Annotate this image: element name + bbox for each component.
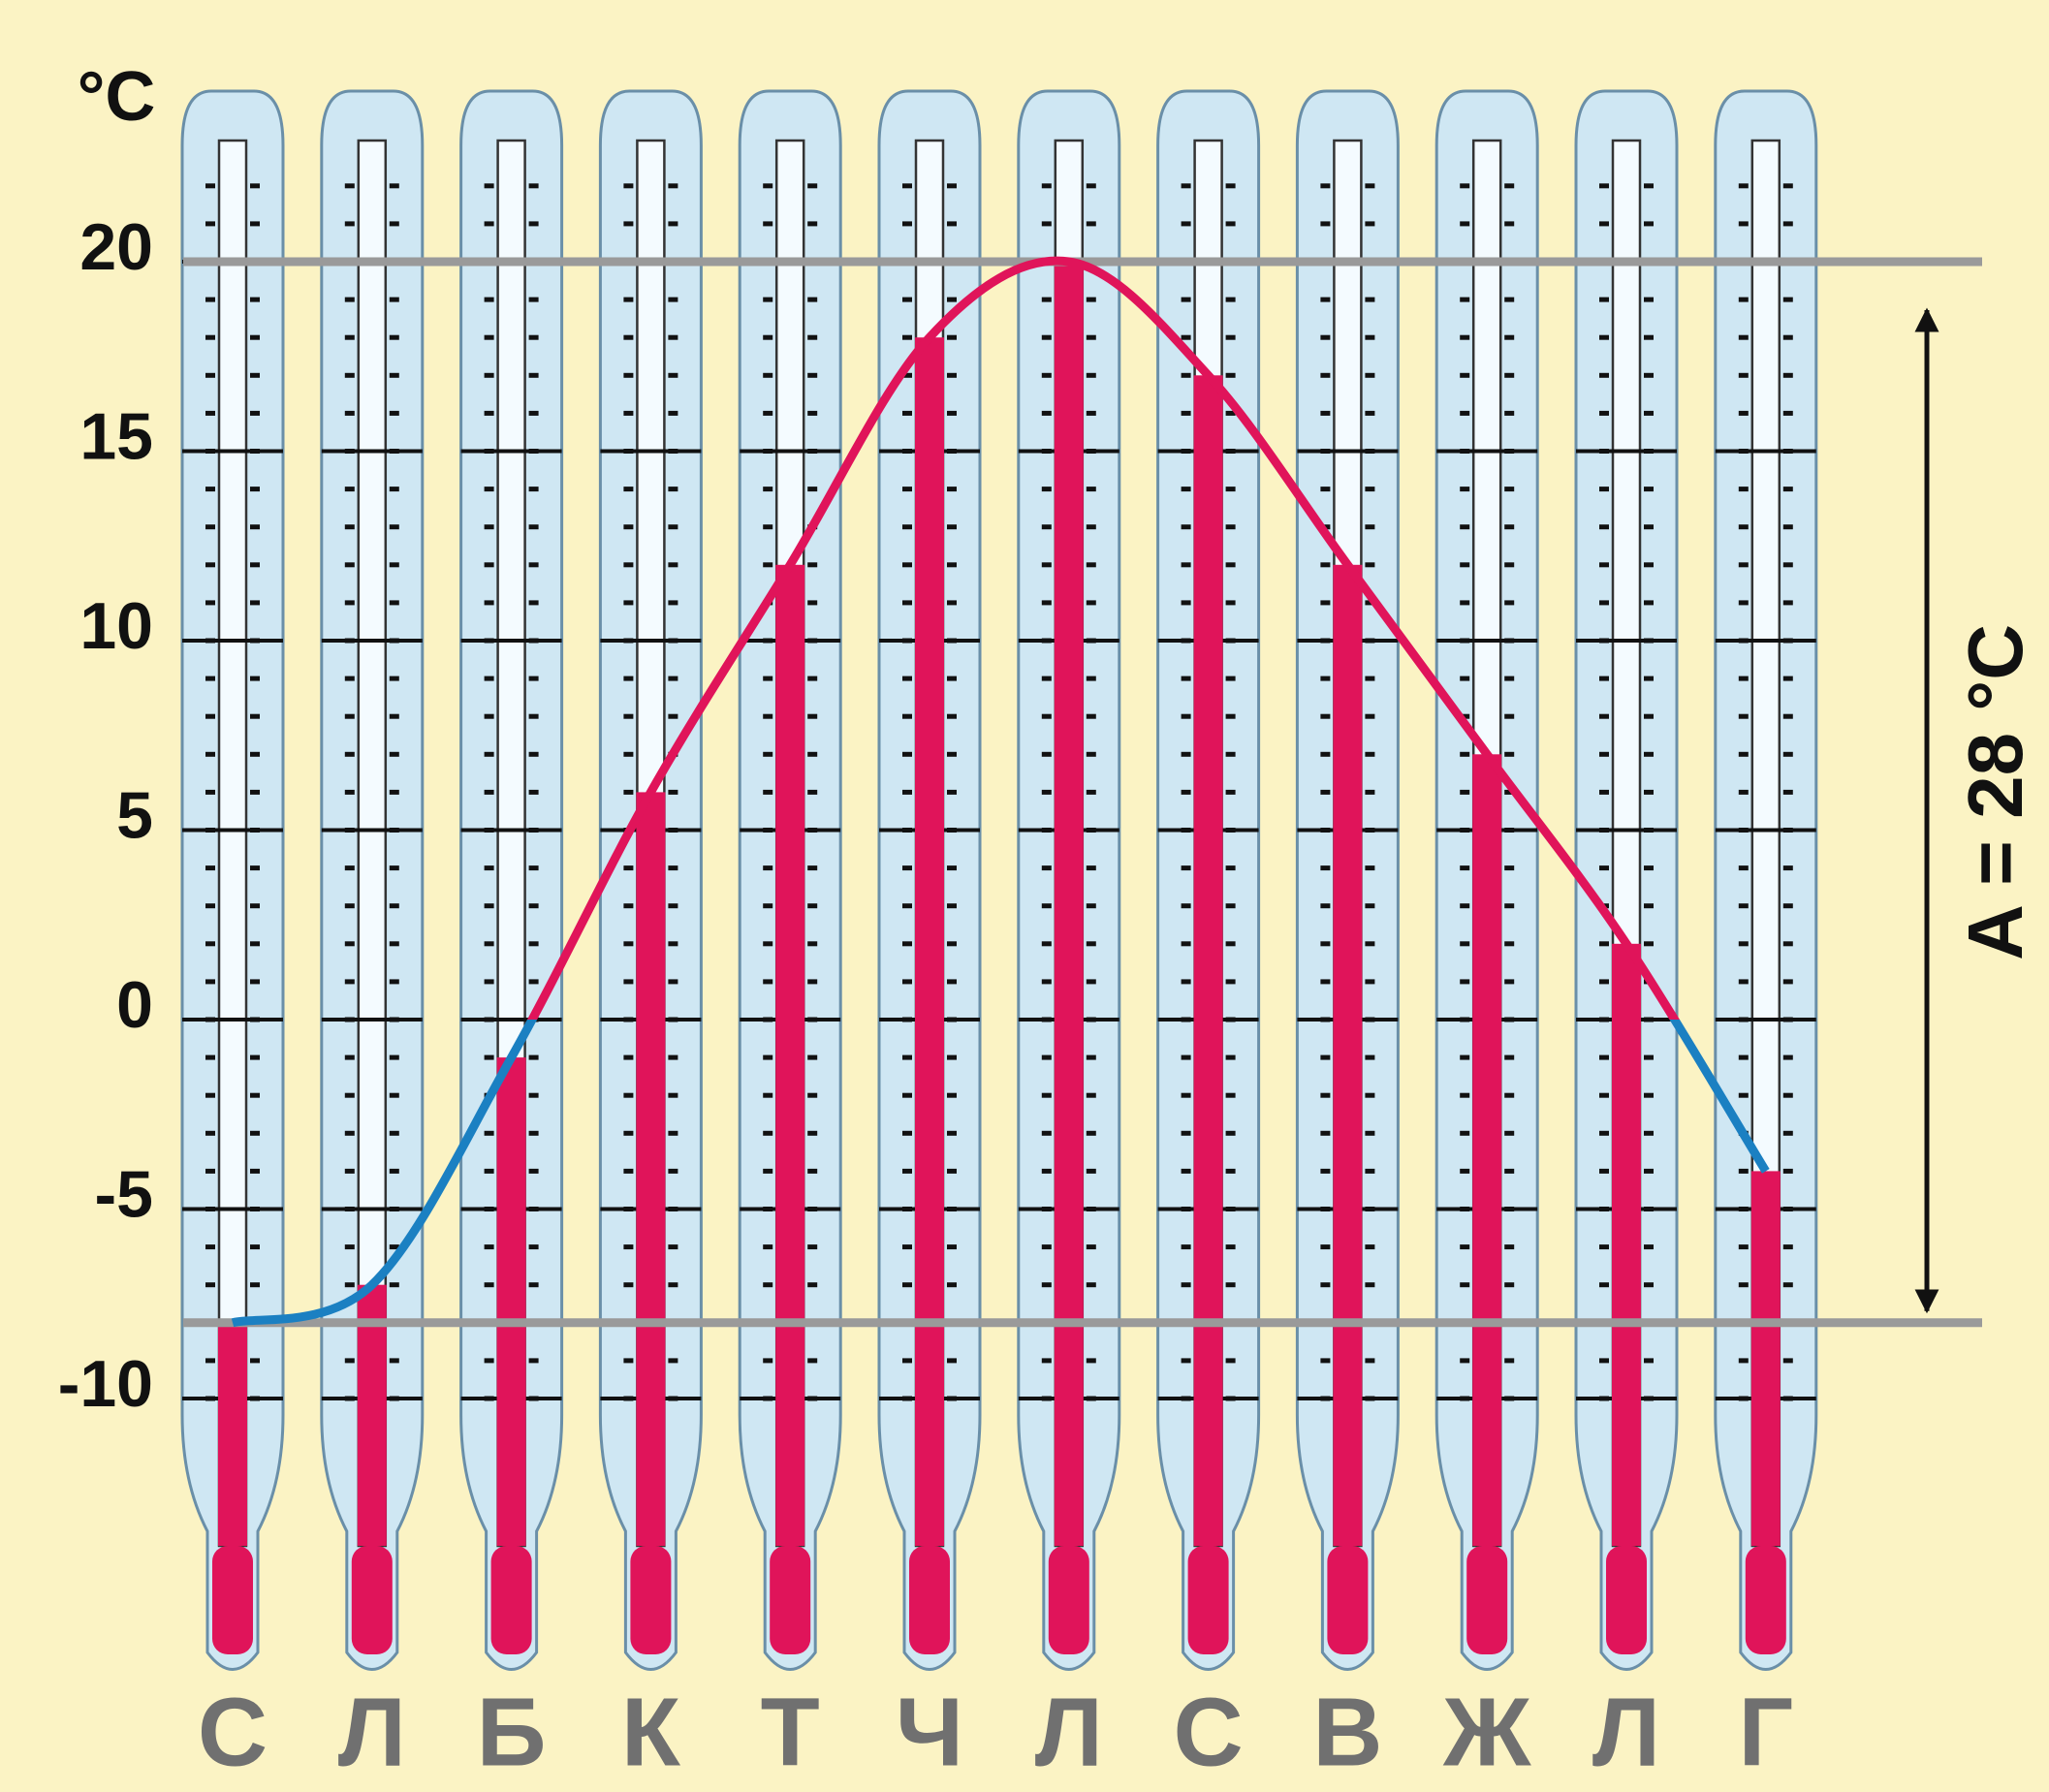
bulb [770,1546,811,1654]
y-tick-label: 15 [79,399,153,473]
temperature-curve-positive [526,256,1680,1020]
x-tick-label: К [621,1678,681,1786]
x-tick-label: Г [1738,1678,1793,1786]
x-tick-label: Л [338,1678,406,1786]
mercury-column [1612,943,1641,1546]
bulb [351,1546,393,1654]
bulb [212,1546,253,1654]
x-tick-label: С [198,1678,268,1786]
bulb [1187,1546,1229,1654]
y-axis-unit: °C [78,58,156,136]
x-tick-label: С [1173,1678,1243,1786]
mercury-column [915,337,944,1547]
x-tick-label: Б [477,1678,547,1786]
mercury-column [357,1284,387,1546]
mercury-column [1193,375,1223,1546]
y-tick-label: -5 [95,1157,153,1231]
x-tick-label: В [1312,1678,1382,1786]
temperature-curve-negative [231,1020,1770,1328]
mercury-column [775,564,805,1546]
mercury-column [636,792,666,1546]
y-tick-label: -10 [58,1347,153,1421]
bulb [1048,1546,1089,1654]
x-tick-label: Т [761,1678,820,1786]
mercury-column [1750,1171,1781,1546]
bulb [909,1546,950,1654]
bulb [1327,1546,1369,1654]
x-tick-label: Л [1035,1678,1103,1786]
annotation: A = 28 °C [1952,624,2038,960]
y-tick-label: 20 [79,210,153,284]
mercury-column [218,1322,247,1546]
bulb [1745,1546,1786,1654]
bulb [1466,1546,1508,1654]
mercury-column [496,1057,526,1546]
x-tick-label: Ж [1442,1678,1531,1786]
y-tick-label: 10 [79,589,153,663]
y-tick-label: 5 [116,778,153,852]
y-tick-label: 0 [116,968,153,1042]
mercury-column [1054,262,1084,1546]
thermometers [180,89,1818,1671]
mercury-column [1472,754,1502,1546]
x-tick-label: Ч [896,1678,963,1786]
bulb [630,1546,672,1654]
bulb [1606,1546,1647,1654]
bulb [490,1546,532,1654]
mercury-column [1333,564,1363,1546]
x-tick-label: Л [1592,1678,1660,1786]
